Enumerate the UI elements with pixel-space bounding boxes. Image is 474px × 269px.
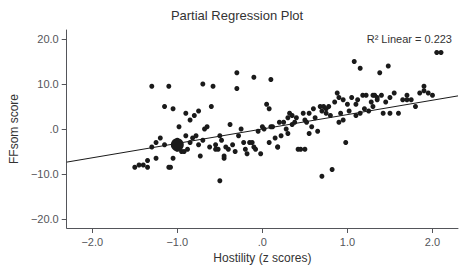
svg-text:Hostility (z scores): Hostility (z scores) — [213, 251, 311, 265]
svg-text:−20.0: −20.0 — [31, 213, 59, 225]
svg-text:.0: .0 — [50, 123, 59, 135]
svg-text:20.0: 20.0 — [37, 33, 58, 45]
svg-text:Partial Regression Plot: Partial Regression Plot — [171, 8, 304, 23]
svg-text:−10.0: −10.0 — [31, 168, 59, 180]
svg-text:−2.0: −2.0 — [81, 236, 103, 248]
svg-text:R² Linear = 0.223: R² Linear = 0.223 — [367, 33, 452, 45]
svg-text:.0: .0 — [258, 236, 267, 248]
svg-text:1.0: 1.0 — [340, 236, 355, 248]
svg-text:10.0: 10.0 — [37, 78, 58, 90]
svg-text:2.0: 2.0 — [425, 236, 440, 248]
svg-text:FFsom score: FFsom score — [7, 94, 21, 164]
svg-text:−1.0: −1.0 — [166, 236, 188, 248]
